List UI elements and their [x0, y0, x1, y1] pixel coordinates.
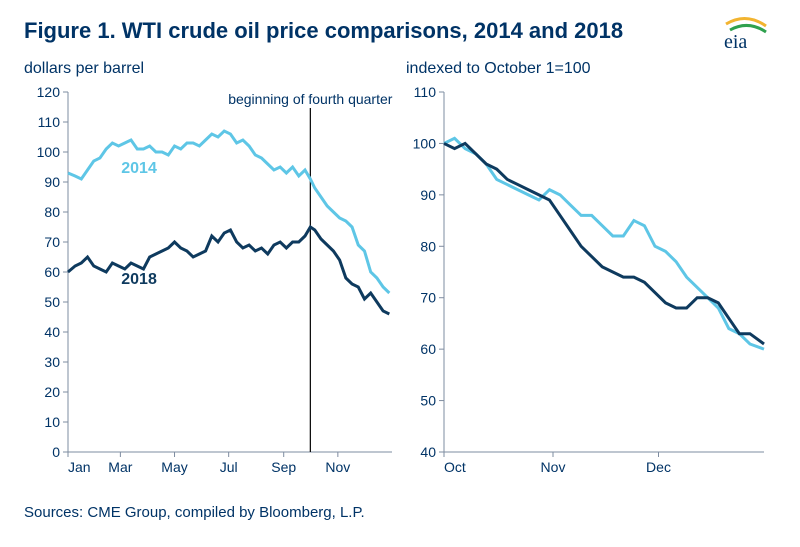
svg-text:beginning of fourth quarter: beginning of fourth quarter — [228, 91, 393, 107]
svg-text:50: 50 — [44, 294, 60, 310]
svg-text:30: 30 — [44, 354, 60, 370]
svg-text:2018: 2018 — [121, 271, 157, 288]
svg-text:2014: 2014 — [121, 160, 157, 177]
figure-root: Figure 1. WTI crude oil price comparison… — [0, 0, 800, 547]
svg-text:Jan: Jan — [68, 459, 91, 475]
svg-text:Nov: Nov — [325, 459, 350, 475]
svg-text:May: May — [161, 459, 187, 475]
svg-text:Oct: Oct — [444, 459, 466, 475]
chart-panels: 0 10 20 30 40 50 60 70 80 90 100 110 120 Jan Mar May Jul… — [24, 82, 776, 486]
svg-text:60: 60 — [44, 264, 60, 280]
svg-text:20: 20 — [44, 384, 60, 400]
svg-text:80: 80 — [44, 204, 60, 220]
right-subtitle: indexed to October 1=100 — [406, 60, 591, 78]
svg-text:80: 80 — [420, 238, 436, 254]
svg-text:110: 110 — [38, 114, 61, 130]
svg-text:Nov: Nov — [541, 459, 566, 475]
source-footer: Sources: CME Group, compiled by Bloomber… — [24, 504, 365, 521]
svg-text:Sep: Sep — [271, 459, 296, 475]
svg-text:Dec: Dec — [646, 459, 671, 475]
svg-text:40: 40 — [420, 444, 436, 460]
svg-text:90: 90 — [420, 187, 436, 203]
svg-text:40: 40 — [44, 324, 60, 340]
svg-text:120: 120 — [37, 84, 61, 100]
left-subtitle: dollars per barrel — [24, 60, 144, 78]
svg-text:0: 0 — [52, 444, 60, 460]
charts-svg: 0 10 20 30 40 50 60 70 80 90 100 110 120 Jan Mar May Jul… — [24, 82, 776, 486]
svg-text:100: 100 — [37, 144, 61, 160]
svg-text:10: 10 — [44, 414, 60, 430]
svg-text:70: 70 — [420, 290, 436, 306]
figure-title: Figure 1. WTI crude oil price comparison… — [24, 18, 623, 44]
svg-text:90: 90 — [44, 174, 60, 190]
logo-text: eia — [724, 31, 747, 53]
svg-text:100: 100 — [413, 135, 437, 151]
svg-text:60: 60 — [420, 341, 436, 357]
svg-text:70: 70 — [44, 234, 60, 250]
eia-logo: eia — [712, 14, 776, 54]
svg-text:110: 110 — [414, 84, 437, 100]
svg-text:Mar: Mar — [108, 459, 132, 475]
svg-text:Jul: Jul — [220, 459, 238, 475]
svg-text:50: 50 — [420, 393, 436, 409]
